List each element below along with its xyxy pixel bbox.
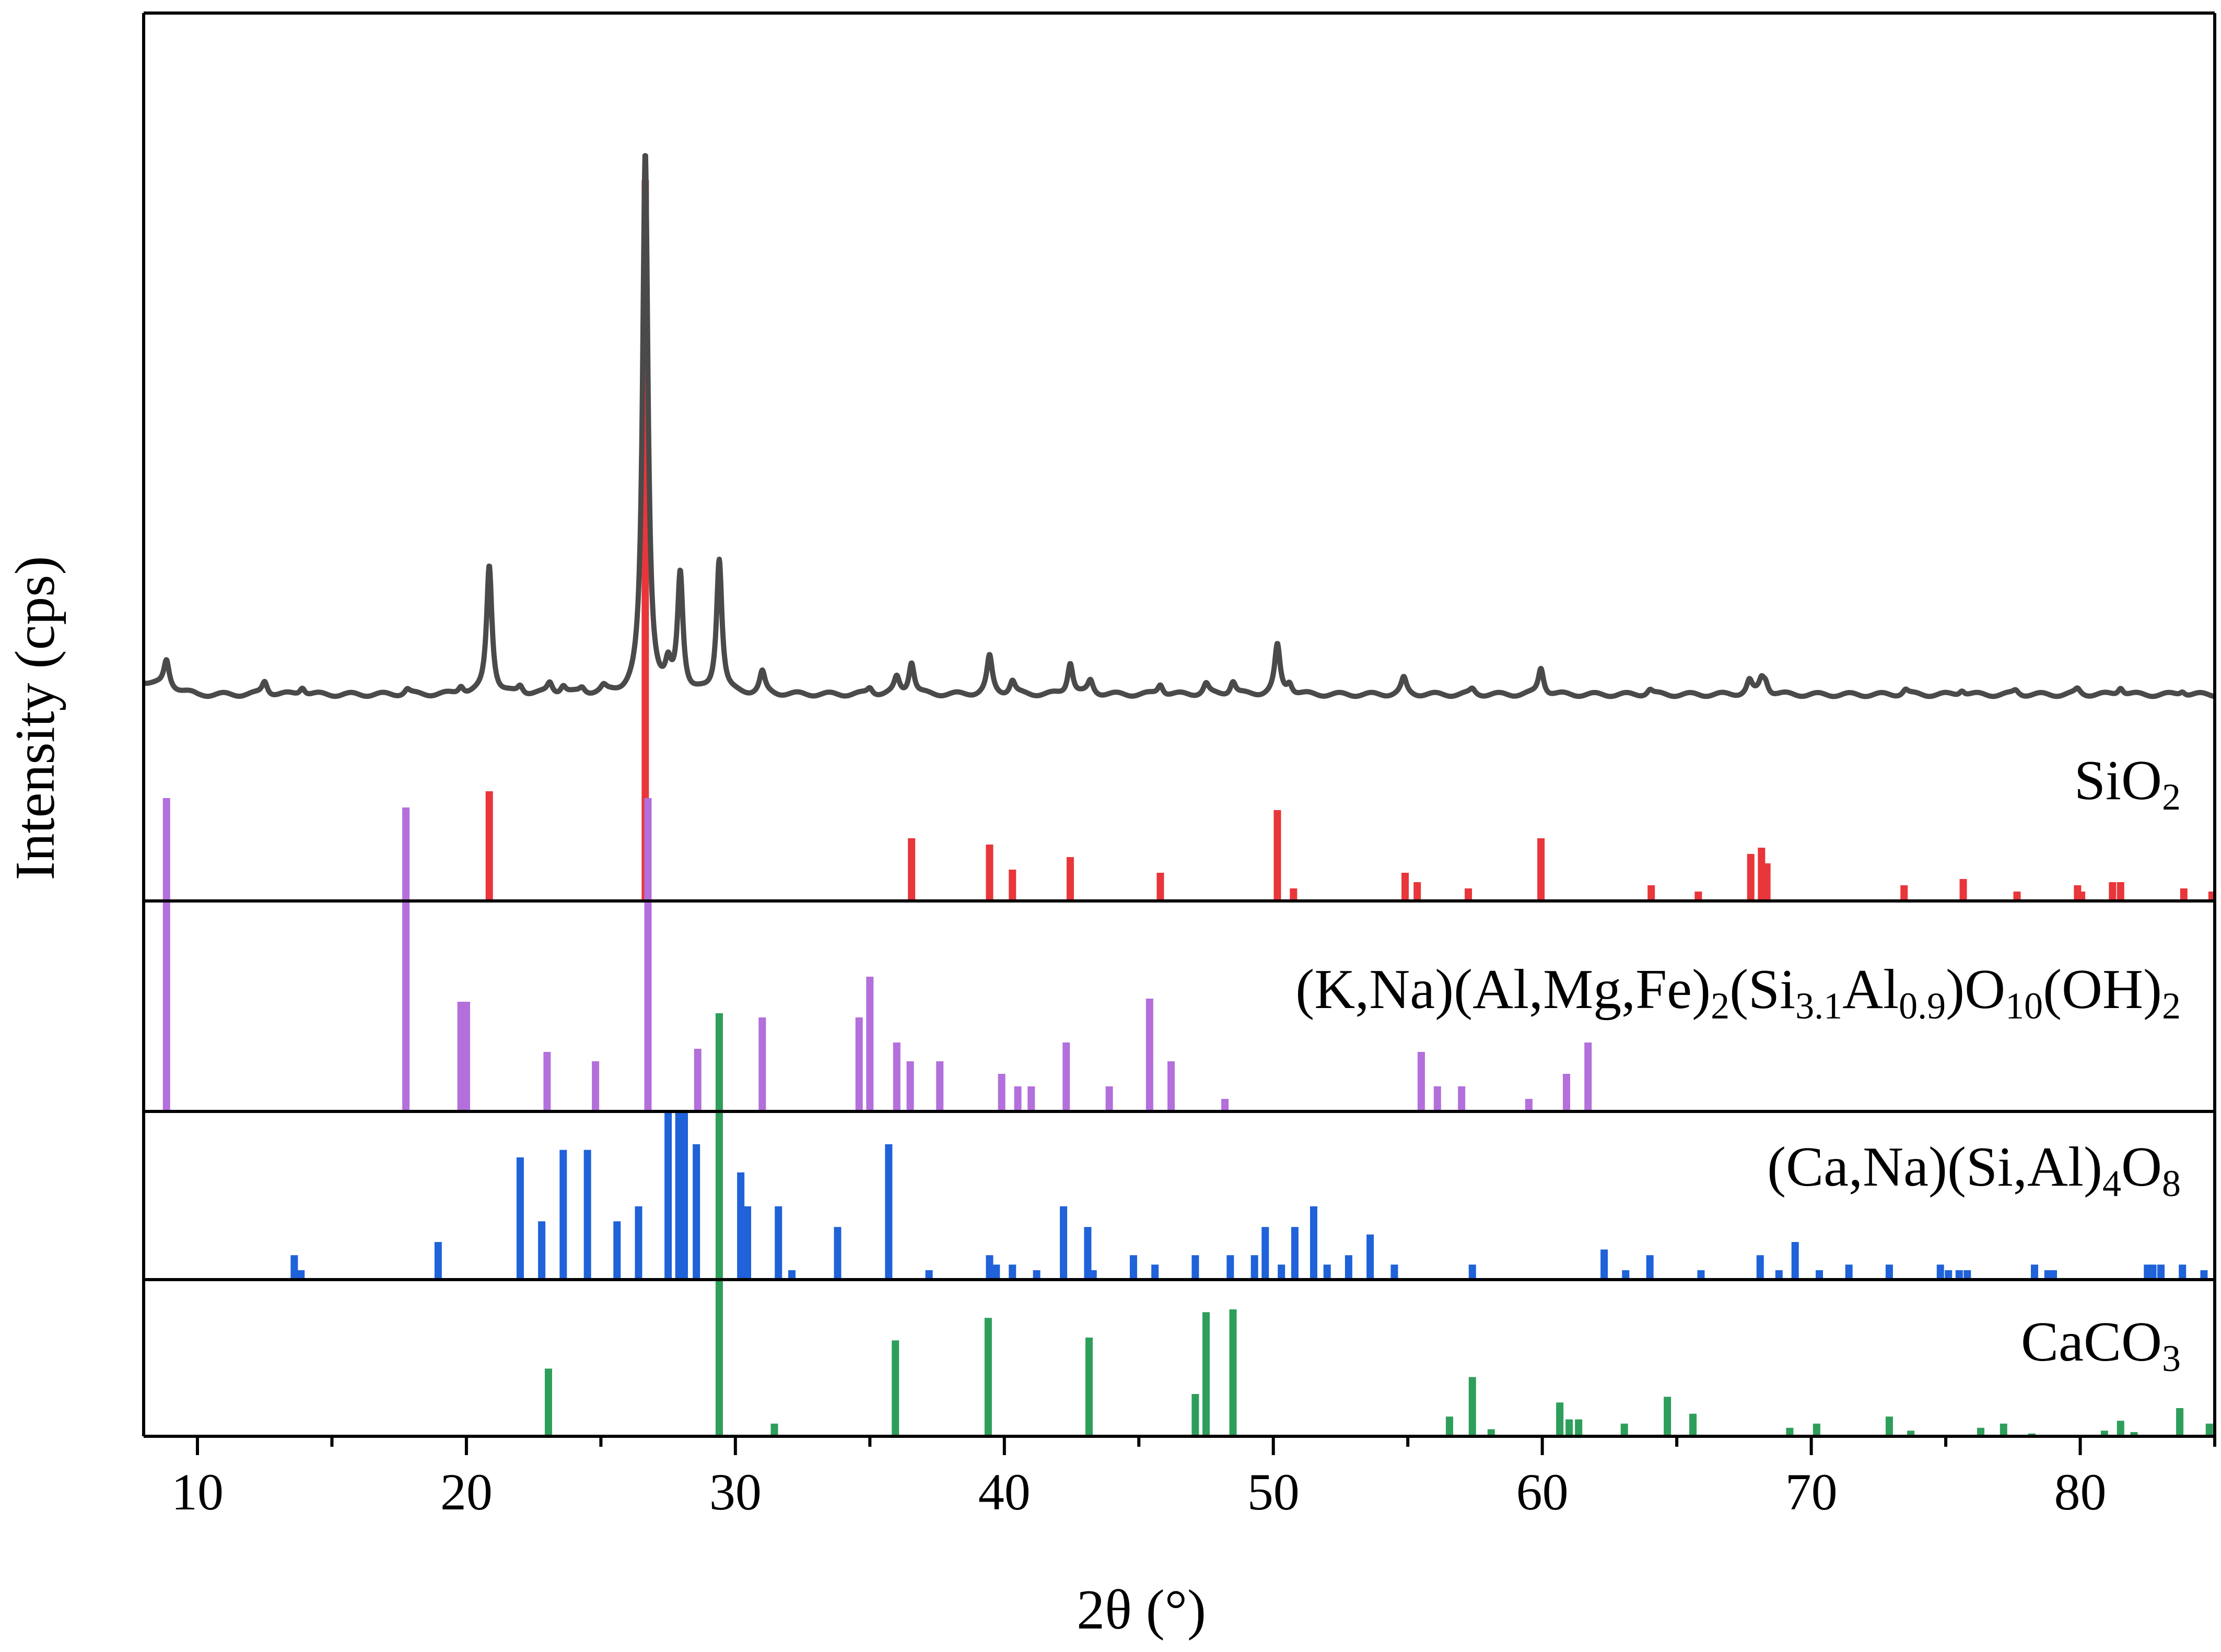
x-tick-label-30: 30 [709,1463,762,1521]
y-axis-title: Intensity (cps) [4,556,66,881]
x-axis-title: 2θ (°) [1077,1579,1206,1641]
measured-pattern-line [142,153,2217,699]
x-tick-label-40: 40 [978,1463,1031,1521]
measured-pattern [142,153,2217,699]
reference-labels: SiO2 (K,Na)(Al,Mg,Fe)2(Si3.1Al0.9)O10(OH)… [1295,749,2181,1379]
x-tick-label-60: 60 [1516,1463,1569,1521]
x-tick-label-80: 80 [2054,1463,2107,1521]
x-tick-label-10: 10 [171,1463,224,1521]
x-tick-label-70: 70 [1785,1463,1838,1521]
ref-label-4: CaCO3 [2021,1311,2181,1379]
reference-sticks [162,180,2216,1436]
axes: 10 20 30 40 50 60 70 80 [142,11,2216,1521]
ref-label-3: (Ca,Na)(Si,Al)4O8 [1767,1136,2181,1204]
x-tick-label-20: 20 [440,1463,493,1521]
ref-label-2: (K,Na)(Al,Mg,Fe)2(Si3.1Al0.9)O10(OH)2 [1295,958,2181,1027]
x-tick-label-50: 50 [1247,1463,1300,1521]
panel-dividers [144,899,2215,1281]
ref-label-1: SiO2 [2074,749,2181,818]
